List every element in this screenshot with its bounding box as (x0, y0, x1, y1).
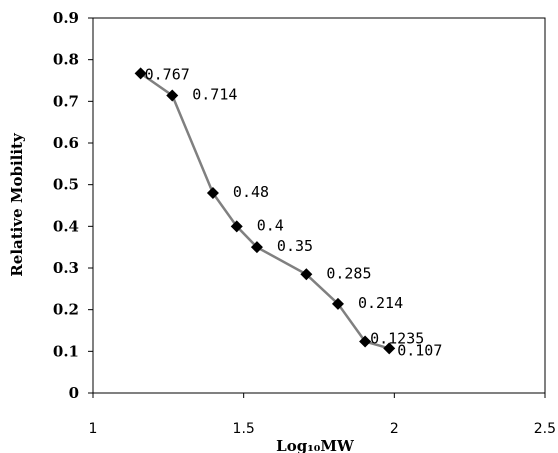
data-point (206, 187, 219, 199)
y-tick-label: 0.8 (53, 51, 79, 69)
data-point (134, 67, 147, 80)
y-axis-ticks: 0 0.1 0.2 0.3 0.4 0.5 0.6 0.7 0.8 0.9 (53, 9, 93, 402)
y-tick-label: 0 (69, 384, 79, 402)
x-tick-label: 2 (390, 421, 399, 437)
y-tick-label: 0.7 (53, 92, 79, 110)
x-axis-title: Log₁₀MW (276, 437, 355, 453)
data-label: 0.107 (397, 341, 442, 359)
y-tick-label: 0.2 (53, 301, 79, 319)
data-point (359, 335, 372, 348)
data-point (230, 220, 243, 233)
y-tick-label: 0.9 (53, 9, 79, 27)
data-label: 0.1235 (370, 330, 424, 348)
plot-area (92, 17, 546, 394)
data-label: 0.35 (277, 237, 313, 255)
data-point (166, 89, 179, 102)
data-label: 0.285 (326, 264, 371, 282)
x-tick-label: 1.5 (233, 421, 255, 437)
y-tick-label: 0.5 (53, 176, 79, 194)
x-tick-label: 2.5 (534, 421, 556, 437)
data-point (250, 241, 263, 254)
data-label: 0.767 (145, 65, 190, 83)
x-tick-label: 1 (89, 421, 98, 437)
y-tick-label: 0.4 (53, 217, 79, 235)
data-label: 0.48 (233, 183, 269, 201)
y-tick-label: 0.3 (53, 259, 79, 277)
y-tick-label: 0.1 (53, 342, 79, 360)
y-axis-title: Relative Mobility (8, 132, 26, 277)
series-layer (134, 67, 396, 355)
data-point (300, 268, 313, 281)
x-axis-ticks: 1 1.5 2 2.5 (89, 393, 556, 437)
data-label: 0.714 (192, 86, 237, 104)
data-point (331, 297, 344, 310)
data-point (383, 342, 396, 355)
data-label: 0.214 (358, 294, 403, 312)
y-tick-label: 0.6 (53, 134, 79, 152)
data-label: 0.4 (257, 216, 284, 234)
